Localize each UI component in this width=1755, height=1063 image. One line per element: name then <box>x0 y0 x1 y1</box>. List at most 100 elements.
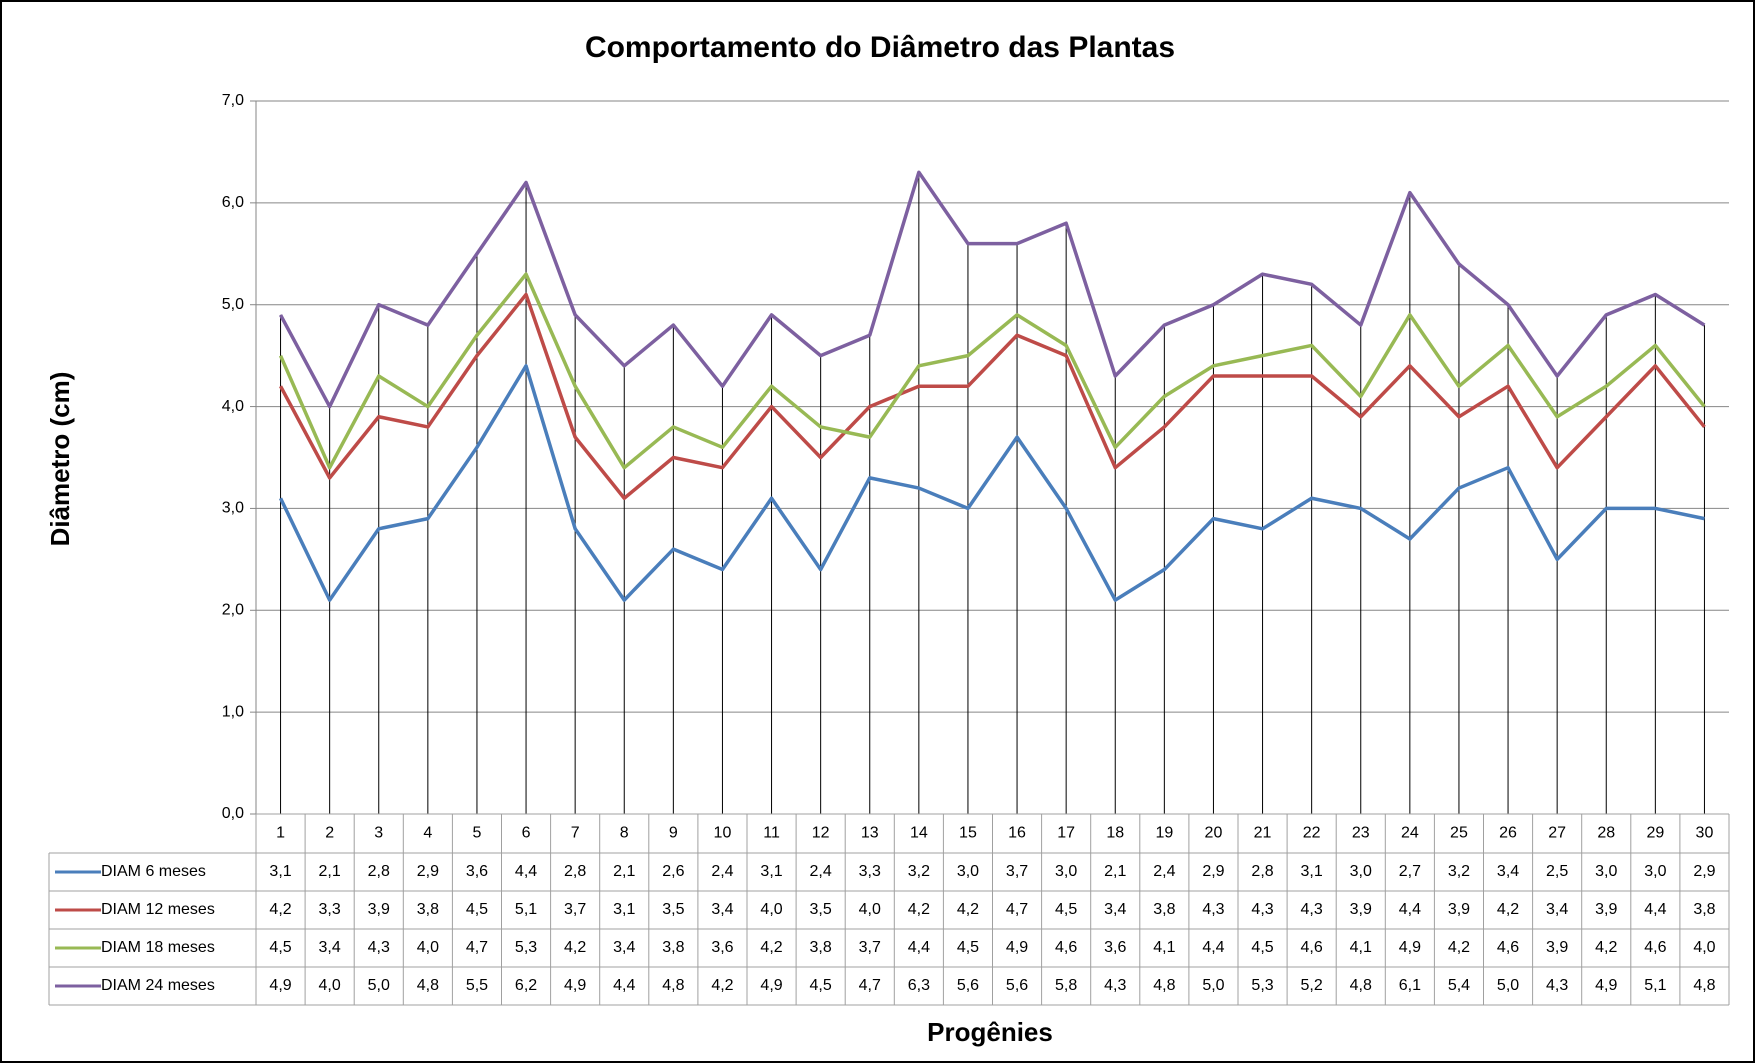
x-tick-label: 22 <box>1303 825 1321 842</box>
table-value: 6,2 <box>515 977 537 994</box>
table-value: 3,1 <box>269 863 291 880</box>
table-value: 3,8 <box>1693 901 1715 918</box>
table-value: 4,2 <box>760 939 782 956</box>
table-value: 2,7 <box>1399 863 1421 880</box>
table-value: 5,0 <box>1497 977 1519 994</box>
table-value: 3,4 <box>711 901 733 918</box>
table-value: 4,6 <box>1301 939 1323 956</box>
table-value: 5,3 <box>1251 977 1273 994</box>
x-tick-label: 27 <box>1548 825 1566 842</box>
y-tick-label: 1,0 <box>222 703 244 720</box>
table-value: 5,0 <box>368 977 390 994</box>
table-value: 4,3 <box>1546 977 1568 994</box>
x-tick-label: 16 <box>1008 825 1026 842</box>
table-value: 4,1 <box>1153 939 1175 956</box>
x-tick-label: 28 <box>1597 825 1615 842</box>
table-value: 4,8 <box>1350 977 1372 994</box>
table-value: 2,1 <box>1104 863 1126 880</box>
table-value: 2,1 <box>613 863 635 880</box>
y-tick-label: 2,0 <box>222 602 244 619</box>
table-value: 4,4 <box>613 977 635 994</box>
x-tick-label: 20 <box>1205 825 1223 842</box>
x-tick-label: 17 <box>1057 825 1075 842</box>
x-tick-label: 7 <box>571 825 580 842</box>
table-value: 5,8 <box>1055 977 1077 994</box>
table-value: 4,9 <box>760 977 782 994</box>
table-value: 4,8 <box>1153 977 1175 994</box>
table-value: 4,0 <box>319 977 341 994</box>
table-value: 2,4 <box>810 863 832 880</box>
table-value: 4,5 <box>1251 939 1273 956</box>
table-value: 4,9 <box>564 977 586 994</box>
x-tick-label: 15 <box>959 825 977 842</box>
table-value: 3,2 <box>1448 863 1470 880</box>
legend-label: DIAM 6 meses <box>101 863 206 880</box>
y-axis-title: Diâmetro (cm) <box>45 372 75 547</box>
x-tick-label: 25 <box>1450 825 1468 842</box>
table-value: 4,5 <box>466 901 488 918</box>
table-value: 4,7 <box>859 977 881 994</box>
x-tick-label: 10 <box>714 825 732 842</box>
table-value: 3,1 <box>1301 863 1323 880</box>
table-value: 6,1 <box>1399 977 1421 994</box>
table-value: 3,1 <box>613 901 635 918</box>
table-value: 2,4 <box>711 863 733 880</box>
legend-label: DIAM 12 meses <box>101 901 215 918</box>
table-value: 4,1 <box>1350 939 1372 956</box>
table-value: 6,3 <box>908 977 930 994</box>
table-value: 3,1 <box>760 863 782 880</box>
series-line <box>278 364 1705 602</box>
table-value: 2,8 <box>564 863 586 880</box>
table-value: 4,0 <box>1693 939 1715 956</box>
legend-label: DIAM 24 meses <box>101 977 215 994</box>
x-tick-label: 4 <box>423 825 432 842</box>
x-tick-label: 11 <box>763 825 780 842</box>
table-value: 3,5 <box>810 901 832 918</box>
table-value: 3,4 <box>1546 901 1568 918</box>
table-value: 3,7 <box>859 939 881 956</box>
table-value: 4,5 <box>810 977 832 994</box>
x-tick-label: 29 <box>1646 825 1664 842</box>
table-value: 5,6 <box>1006 977 1028 994</box>
y-tick-label: 0,0 <box>222 805 244 822</box>
x-tick-label: 6 <box>522 825 531 842</box>
table-value: 4,3 <box>1202 901 1224 918</box>
table-value: 3,3 <box>319 901 341 918</box>
table-value: 3,8 <box>1153 901 1175 918</box>
y-tick-label: 7,0 <box>222 92 244 109</box>
table-value: 4,2 <box>711 977 733 994</box>
table-value: 4,9 <box>269 977 291 994</box>
x-tick-label: 2 <box>325 825 334 842</box>
table-value: 4,5 <box>957 939 979 956</box>
table-value: 3,7 <box>564 901 586 918</box>
table-value: 2,9 <box>1693 863 1715 880</box>
table-value: 3,4 <box>1497 863 1519 880</box>
table-value: 4,8 <box>1693 977 1715 994</box>
x-tick-label: 3 <box>374 825 383 842</box>
x-tick-label: 13 <box>861 825 879 842</box>
table-value: 4,4 <box>908 939 930 956</box>
table-value: 4,6 <box>1644 939 1666 956</box>
table-value: 4,5 <box>269 939 291 956</box>
table-value: 4,4 <box>1399 901 1421 918</box>
table-value: 4,2 <box>269 901 291 918</box>
table-value: 2,4 <box>1153 863 1175 880</box>
table-value: 3,0 <box>1644 863 1666 880</box>
table-value: 5,4 <box>1448 977 1470 994</box>
x-tick-label: 5 <box>472 825 481 842</box>
table-value: 3,0 <box>1055 863 1077 880</box>
table-value: 3,9 <box>1448 901 1470 918</box>
x-tick-label: 1 <box>276 825 285 842</box>
table-value: 5,1 <box>1644 977 1666 994</box>
table-value: 3,5 <box>662 901 684 918</box>
y-tick-label: 4,0 <box>222 398 244 415</box>
table-value: 2,8 <box>368 863 390 880</box>
table-value: 4,3 <box>368 939 390 956</box>
table-value: 4,2 <box>1595 939 1617 956</box>
x-tick-label: 21 <box>1254 825 1272 842</box>
table-value: 5,1 <box>515 901 537 918</box>
table-value: 4,7 <box>1006 901 1028 918</box>
x-axis-title: Progênies <box>927 1017 1053 1047</box>
